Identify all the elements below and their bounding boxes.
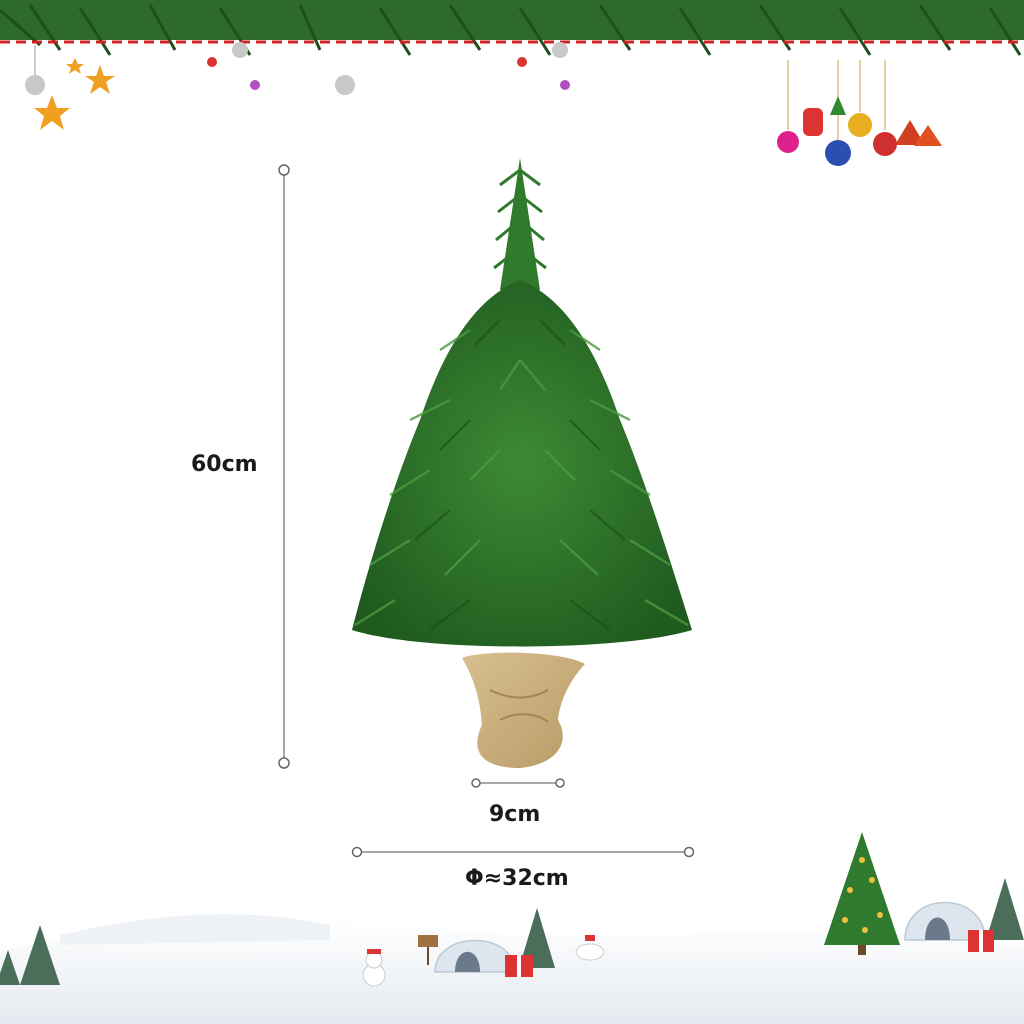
height-measure	[278, 164, 290, 769]
snowy-landscape	[0, 832, 1024, 1024]
base-width-measure	[471, 778, 565, 788]
base-width-label: 9cm	[489, 802, 541, 827]
diameter-label: Φ≈32cm	[465, 866, 569, 891]
ornaments-left	[25, 42, 570, 130]
garland-border	[0, 0, 1024, 56]
ornaments-right	[777, 60, 942, 166]
height-label: 60cm	[191, 452, 258, 477]
burlap-base	[462, 652, 585, 768]
diameter-measure	[351, 846, 695, 858]
christmas-tree	[352, 158, 692, 647]
